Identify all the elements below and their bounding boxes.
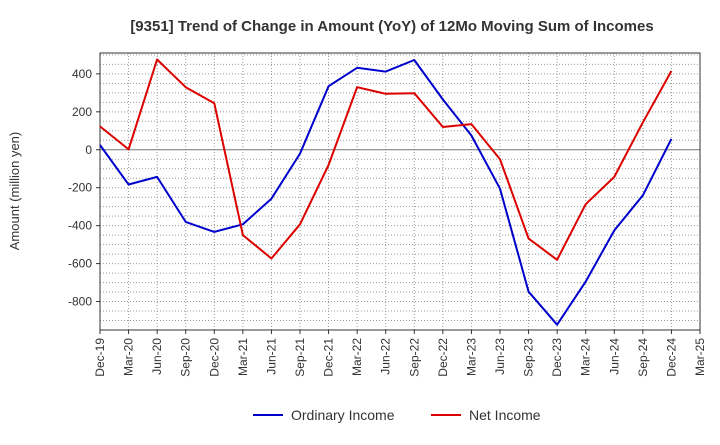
y-tick-label: -200 xyxy=(68,181,92,195)
x-tick-label: Mar-25 xyxy=(693,338,707,376)
chart-title: [9351] Trend of Change in Amount (YoY) o… xyxy=(130,18,653,35)
x-tick-label: Sep-23 xyxy=(522,338,536,377)
x-tick-label: Mar-24 xyxy=(579,338,593,376)
x-tick-label: Sep-24 xyxy=(636,338,650,377)
x-tick-label: Sep-22 xyxy=(407,338,421,377)
y-tick-label: -400 xyxy=(68,219,92,233)
x-tick-label: Jun-24 xyxy=(607,338,621,375)
x-tick-label: Dec-23 xyxy=(550,338,564,377)
y-tick-label: -800 xyxy=(68,295,92,309)
legend-label: Ordinary Income xyxy=(291,407,395,423)
y-tick-label: 200 xyxy=(72,105,92,119)
x-tick-label: Dec-24 xyxy=(664,338,678,377)
series-lines xyxy=(99,58,673,326)
x-tick-label: Dec-21 xyxy=(322,338,336,377)
y-tick-label: 0 xyxy=(85,143,92,157)
series-line-ordinary-income xyxy=(99,59,673,326)
x-tick-label: Jun-23 xyxy=(493,338,507,375)
x-tick-label: Mar-22 xyxy=(350,338,364,376)
y-tick-label: -600 xyxy=(68,257,92,271)
x-tick-label: Mar-20 xyxy=(122,338,136,376)
legend: Ordinary Income Net Income xyxy=(253,407,541,423)
x-tick-label: Jun-20 xyxy=(150,338,164,375)
legend-label: Net Income xyxy=(469,407,541,423)
y-axis-label: Amount (million yen) xyxy=(7,132,22,251)
x-tick-label: Jun-21 xyxy=(264,338,278,375)
x-tick-label: Mar-23 xyxy=(464,338,478,376)
x-tick-label: Sep-20 xyxy=(179,338,193,377)
x-tick-label: Jun-22 xyxy=(379,338,393,375)
grid xyxy=(99,53,701,330)
x-tick-label: Mar-21 xyxy=(236,338,250,376)
x-tick-label: Dec-22 xyxy=(436,338,450,377)
axes: 400 200 0 -200 -400 -600 -800 Dec-19 Mar-20 Jun-2… xyxy=(68,52,707,377)
plot-frame xyxy=(99,52,701,331)
series-line-net-income xyxy=(99,58,673,261)
x-tick-label: Dec-19 xyxy=(93,338,107,377)
x-tick-label: Dec-20 xyxy=(207,338,221,377)
x-tick-label: Sep-21 xyxy=(293,338,307,377)
y-tick-label: 400 xyxy=(72,67,92,81)
